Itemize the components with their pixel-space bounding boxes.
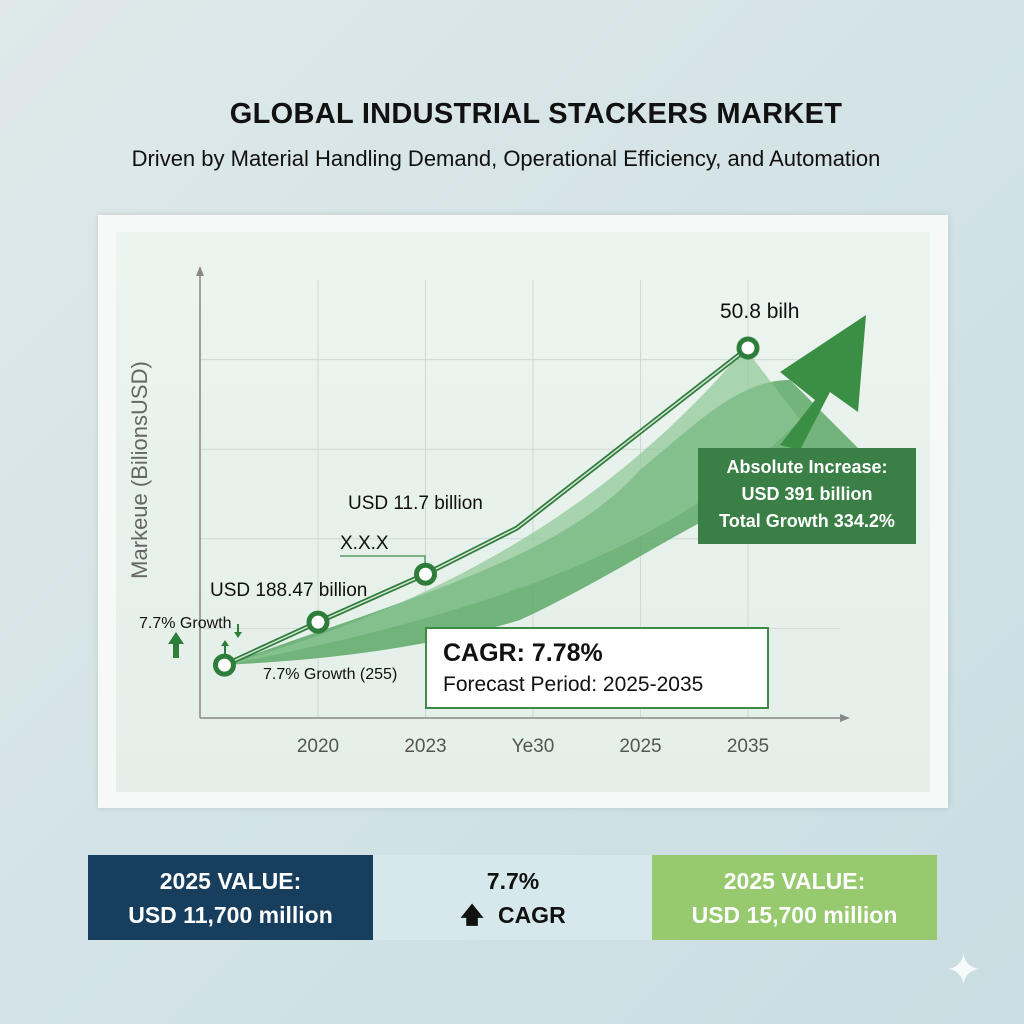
- data-point: [306, 610, 330, 634]
- mid-value-label: USD 11.7 billion: [348, 493, 483, 514]
- x-axis-arrow: [840, 714, 850, 722]
- up-arrow-icon: 🡅: [460, 902, 484, 928]
- page-title: GLOBAL INDUSTRIAL STACKERS MARKET: [229, 98, 843, 130]
- abs-line-2: USD 391 billion: [741, 484, 873, 504]
- forecast-period: Forecast Period: 2025-2035: [443, 673, 704, 696]
- summary-2025-value-left: 2025 VALUE: USD 11,700 million: [88, 855, 373, 940]
- summary-left-title: 2025 VALUE:: [159, 868, 302, 894]
- xxx-label: X.X.X: [340, 533, 389, 554]
- small-down-arrow-icon: [234, 624, 242, 638]
- data-point: [736, 336, 760, 360]
- y-axis-arrow: [196, 266, 204, 276]
- growth-left-label: 7.7% Growth: [139, 615, 232, 632]
- x-tick-label: 2023: [404, 736, 446, 757]
- sparkle-icon: ✦: [945, 946, 982, 995]
- x-tick-label: 2025: [619, 736, 661, 757]
- x-tick-label: 2035: [727, 736, 769, 757]
- summary-right-value: USD 15,700 million: [691, 902, 898, 928]
- abs-line-1: Absolute Increase:: [726, 457, 888, 477]
- point-value-label: USD 188.47 billion: [210, 580, 368, 601]
- data-point: [212, 653, 236, 677]
- summary-cagr: 7.7% 🡅 CAGR: [373, 855, 653, 940]
- growth-bottom-label: 7.7% Growth (255): [263, 666, 398, 683]
- summary-cagr-value: 7.7%: [486, 868, 540, 894]
- page-subtitle: Driven by Material Handling Demand, Oper…: [131, 146, 881, 171]
- summary-right-title: 2025 VALUE:: [723, 868, 866, 894]
- summary-2025-value-right: 2025 VALUE: USD 15,700 million: [652, 855, 937, 940]
- summary-left-value: USD 11,700 million: [128, 902, 333, 928]
- small-up-arrow-icon: [221, 640, 229, 655]
- growth-band-light: [225, 348, 800, 665]
- big-arrow-icon: [780, 315, 866, 450]
- y-axis-label: Markeue (BilionsUSD): [127, 361, 152, 579]
- cagr-callout: CAGR: 7.78% Forecast Period: 2025-2035: [425, 627, 769, 709]
- x-tick-label: Ye30: [512, 736, 555, 757]
- xxx-leader: [340, 555, 426, 574]
- end-value-label: 50.8 bilh: [720, 300, 800, 323]
- x-tick-label: 2020: [297, 736, 339, 757]
- growth-arrow-icon: [168, 632, 184, 658]
- data-point: [414, 562, 437, 586]
- abs-line-3: Total Growth 334.2%: [719, 511, 895, 531]
- cagr-value: CAGR: 7.78%: [443, 639, 603, 667]
- absolute-increase-callout: Absolute Increase: USD 391 billion Total…: [698, 448, 916, 544]
- summary-cagr-label: CAGR: [497, 902, 566, 928]
